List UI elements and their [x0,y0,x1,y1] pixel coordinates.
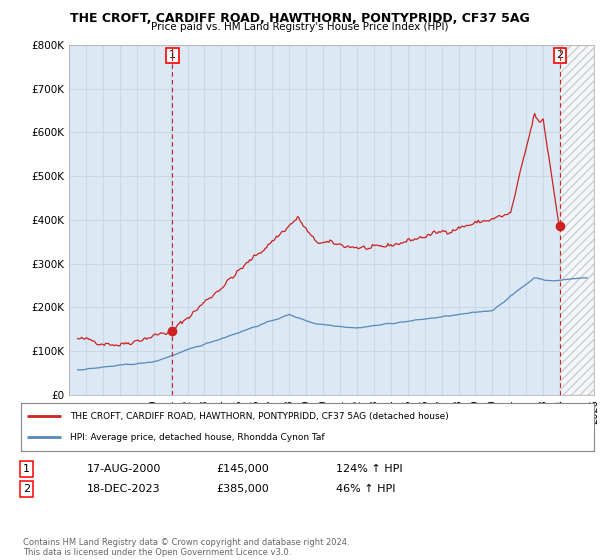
Text: 124% ↑ HPI: 124% ↑ HPI [336,464,403,474]
Text: 46% ↑ HPI: 46% ↑ HPI [336,484,395,494]
Text: 2: 2 [557,50,563,60]
Text: 18-DEC-2023: 18-DEC-2023 [87,484,161,494]
Text: Contains HM Land Registry data © Crown copyright and database right 2024.
This d: Contains HM Land Registry data © Crown c… [23,538,349,557]
Text: Price paid vs. HM Land Registry's House Price Index (HPI): Price paid vs. HM Land Registry's House … [151,22,449,32]
Text: HPI: Average price, detached house, Rhondda Cynon Taf: HPI: Average price, detached house, Rhon… [70,433,325,442]
Text: £385,000: £385,000 [216,484,269,494]
Text: THE CROFT, CARDIFF ROAD, HAWTHORN, PONTYPRIDD, CF37 5AG (detached house): THE CROFT, CARDIFF ROAD, HAWTHORN, PONTY… [70,412,448,421]
Text: THE CROFT, CARDIFF ROAD, HAWTHORN, PONTYPRIDD, CF37 5AG: THE CROFT, CARDIFF ROAD, HAWTHORN, PONTY… [70,12,530,25]
Polygon shape [560,45,594,395]
Text: £145,000: £145,000 [216,464,269,474]
Text: 2: 2 [23,484,30,494]
Text: 1: 1 [23,464,30,474]
Text: 1: 1 [169,50,176,60]
Text: 17-AUG-2000: 17-AUG-2000 [87,464,161,474]
